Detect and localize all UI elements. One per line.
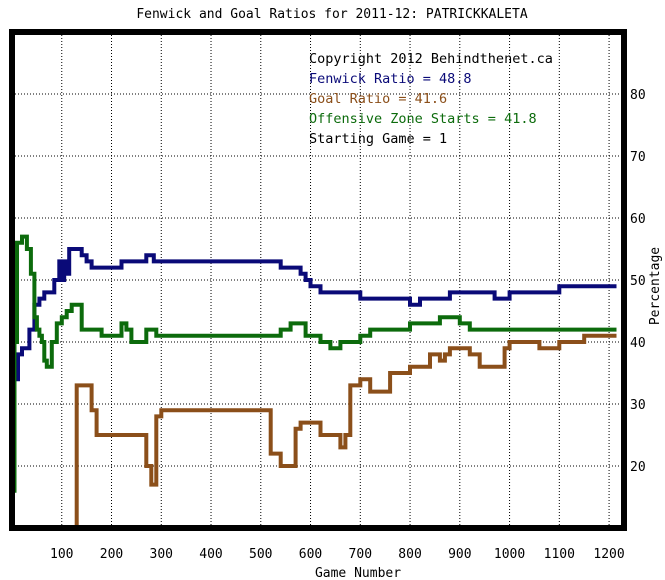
y-axis-label: Percentage [648, 247, 663, 325]
series-lines [12, 234, 617, 530]
y-tick-label: 40 [630, 336, 646, 351]
grid [12, 32, 624, 528]
legend-entry: Copyright 2012 Behindthenet.ca [309, 51, 553, 67]
y-tick-label: 20 [630, 460, 646, 475]
x-tick-label: 700 [349, 547, 372, 562]
series-line-goal [73, 333, 617, 530]
series-line-ozs [12, 234, 617, 493]
x-tick-labels: 100 200 300 400 500 600 700 800 900 1000 1100 1200 [50, 547, 625, 562]
y-tick-label: 80 [630, 88, 646, 103]
legend-entry: Offensive Zone Starts = 41.8 [309, 111, 537, 127]
x-tick-label: 500 [249, 547, 272, 562]
x-tick-label: 800 [398, 547, 421, 562]
x-tick-label: 900 [448, 547, 471, 562]
x-tick-label: 100 [50, 547, 73, 562]
chart-title: Fenwick and Goal Ratios for 2011-12: PAT… [136, 7, 528, 22]
x-axis-label: Game Number [315, 566, 401, 580]
y-tick-label: 30 [630, 398, 646, 413]
legend-entry: Fenwick Ratio = 48.8 [309, 71, 472, 87]
x-tick-label: 1200 [593, 547, 624, 562]
y-tick-label: 70 [630, 150, 646, 165]
y-tick-label: 50 [630, 274, 646, 289]
x-tick-label: 200 [100, 547, 123, 562]
x-tick-label: 1000 [494, 547, 525, 562]
plot-frame [9, 29, 627, 531]
legend-entry: Goal Ratio = 41.6 [309, 91, 447, 107]
legend-entry: Starting Game = 1 [309, 131, 447, 147]
series-line-fenwick [12, 247, 617, 462]
x-tick-label: 300 [150, 547, 173, 562]
x-tick-label: 1100 [544, 547, 575, 562]
legend: Copyright 2012 Behindthenet.ca Fenwick Ra… [309, 51, 553, 147]
x-tick-label: 400 [199, 547, 222, 562]
x-tick-label: 600 [299, 547, 322, 562]
y-tick-labels: 20 30 40 50 60 70 80 [630, 88, 646, 475]
y-tick-label: 60 [630, 212, 646, 227]
